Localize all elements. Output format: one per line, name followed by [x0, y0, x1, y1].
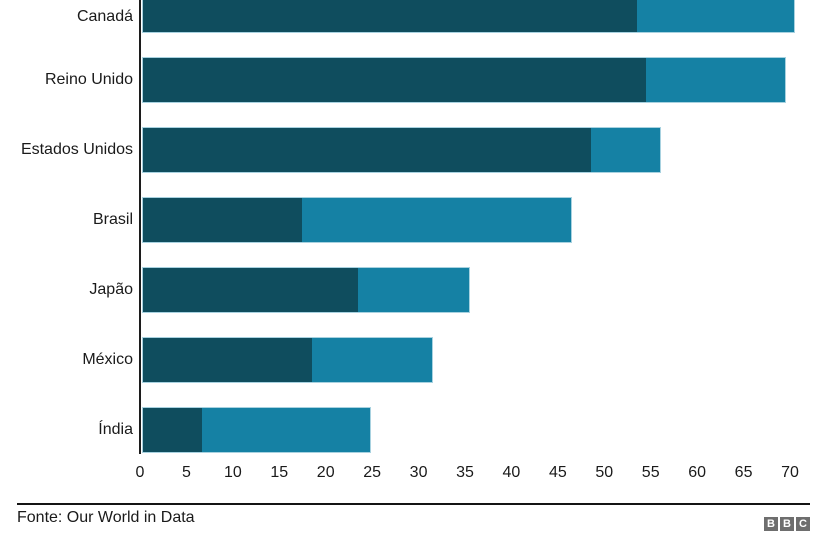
x-tick-label: 65 [734, 464, 753, 481]
bar-segment-light [591, 128, 660, 172]
category-label: México [82, 351, 133, 368]
y-axis-line [139, 0, 141, 454]
x-tick-label: 40 [502, 464, 521, 481]
source-text: Fonte: Our World in Data [17, 509, 195, 526]
bar-segment-dark [143, 0, 637, 32]
bar-row: Estados Unidos [0, 127, 825, 173]
bar-segment-light [646, 58, 785, 102]
stacked-bar [142, 267, 470, 313]
bar-segment-dark [143, 408, 202, 452]
bbc-logo-block: C [796, 517, 810, 531]
category-label: Reino Unido [44, 71, 133, 88]
bar-segment-light [358, 268, 469, 312]
x-tick-label: 15 [270, 464, 289, 481]
bar-segment-light [312, 338, 432, 382]
bar-segment-light [202, 408, 370, 452]
footer-divider [17, 503, 810, 505]
x-tick-label: 70 [781, 464, 799, 481]
x-tick-label: 30 [409, 464, 428, 481]
bar-row: Brasil [0, 197, 825, 243]
stacked-bar [142, 127, 661, 173]
x-tick-label: 60 [688, 464, 707, 481]
x-tick-label: 55 [641, 464, 660, 481]
stacked-bar [142, 407, 371, 453]
x-tick-label: 10 [223, 464, 242, 481]
bar-segment-dark [143, 198, 302, 242]
category-label: Japão [89, 281, 133, 298]
category-label: Índia [98, 421, 133, 438]
stacked-bar [142, 337, 433, 383]
bar-segment-dark [143, 338, 312, 382]
bar-row: Reino Unido [0, 57, 825, 103]
stacked-bar [142, 57, 786, 103]
stacked-bar [142, 197, 572, 243]
plot-area: 0 5 10 15 20 25 30 35 40 45 50 55 60 65 70 Canadá Reino… [0, 0, 825, 481]
bar-row: Índia [0, 407, 825, 453]
bbc-logo-block: B [780, 517, 794, 531]
x-tick-label: 35 [456, 464, 474, 481]
x-tick-label: 50 [595, 464, 614, 481]
category-label: Estados Unidos [20, 141, 133, 158]
bar-segment-light [302, 198, 571, 242]
x-tick-label: 20 [316, 464, 335, 481]
x-tick-label: 0 [135, 464, 145, 481]
bar-segment-dark [143, 58, 646, 102]
category-label: Canadá [76, 7, 133, 25]
x-tick-label: 25 [363, 464, 382, 481]
bar-row: Japão [0, 267, 825, 313]
bbc-logo-block: B [764, 517, 778, 531]
stacked-bar [142, 0, 795, 33]
x-tick-label: 5 [181, 464, 191, 481]
bar-segment-dark [143, 268, 358, 312]
category-label: Brasil [92, 211, 133, 228]
bar-segment-dark [143, 128, 591, 172]
bar-row: Canadá [0, 0, 825, 33]
bar-segment-light [637, 0, 794, 32]
bar-row: México [0, 337, 825, 383]
x-tick-label: 45 [548, 464, 567, 481]
